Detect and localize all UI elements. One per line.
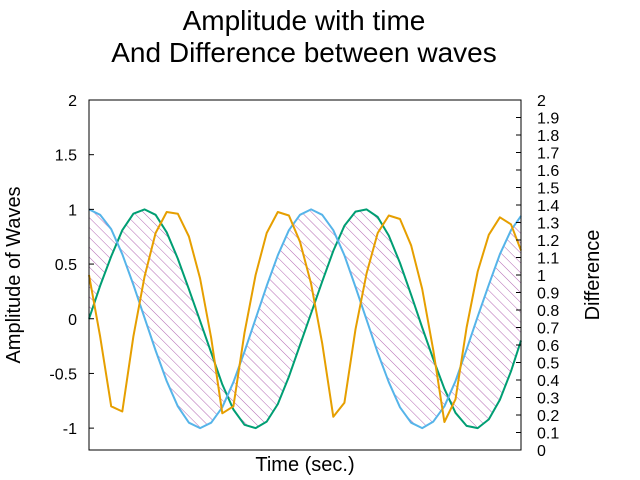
y2-tick-label: 1.9	[537, 111, 559, 128]
chart-title: Amplitude with time And Difference betwe…	[111, 5, 497, 68]
y2-tick-label: 1.1	[537, 251, 559, 268]
y2-tick-label: 1.3	[537, 216, 559, 233]
y2-axis-label: Difference	[582, 230, 604, 321]
fill-between-hatch	[89, 209, 521, 429]
y-tick-label: 0	[68, 312, 77, 329]
y2-tick-label: 0.3	[537, 391, 559, 408]
y2-tick-label: 1.8	[537, 128, 559, 145]
y2-tick-label: 1.6	[537, 163, 559, 180]
y2-tick-label: 2	[537, 93, 546, 110]
chart-title-line-2: And Difference between waves	[111, 37, 497, 68]
y2-tick-label: 0.4	[537, 373, 559, 390]
series-lines	[88, 208, 522, 430]
y-tick-label: 1.5	[55, 148, 77, 165]
y2-tick-label: 1.5	[537, 181, 559, 198]
y2-tick-label: 1.7	[537, 146, 559, 163]
y2-tick-label: 1.4	[537, 198, 559, 215]
y2-tick-label: 0.6	[537, 338, 559, 355]
y-tick-label: -0.5	[49, 366, 77, 383]
y2-tick-label: 1.2	[537, 233, 559, 250]
y2-tick-label: 1	[537, 268, 546, 285]
y2-tick-label: 0.2	[537, 408, 559, 425]
y2-axis: 00.10.20.30.40.50.60.70.80.911.11.21.31.…	[516, 93, 559, 460]
chart-title-line-1: Amplitude with time	[183, 5, 426, 36]
y-axis-label: Amplitude of Waves	[3, 186, 25, 363]
y-axis: -1 -0.5 0 0.5 1 1.5 2	[49, 93, 94, 438]
y2-tick-label: 0.8	[537, 303, 559, 320]
y-tick-label: 0.5	[55, 257, 77, 274]
fill-between-area	[89, 209, 521, 429]
y-tick-label: -1	[63, 421, 77, 438]
y2-tick-label: 0.5	[537, 356, 559, 373]
y-tick-label: 2	[68, 93, 77, 110]
y2-tick-label: 0	[537, 443, 546, 460]
y2-tick-label: 0.1	[537, 426, 559, 443]
y2-tick-label: 0.9	[537, 286, 559, 303]
y-tick-label: 1	[68, 202, 77, 219]
series-line-cos-wave	[88, 208, 522, 430]
x-axis-label: Time (sec.)	[255, 454, 354, 476]
series-line-difference	[88, 211, 522, 423]
y2-tick-label: 0.7	[537, 321, 559, 338]
